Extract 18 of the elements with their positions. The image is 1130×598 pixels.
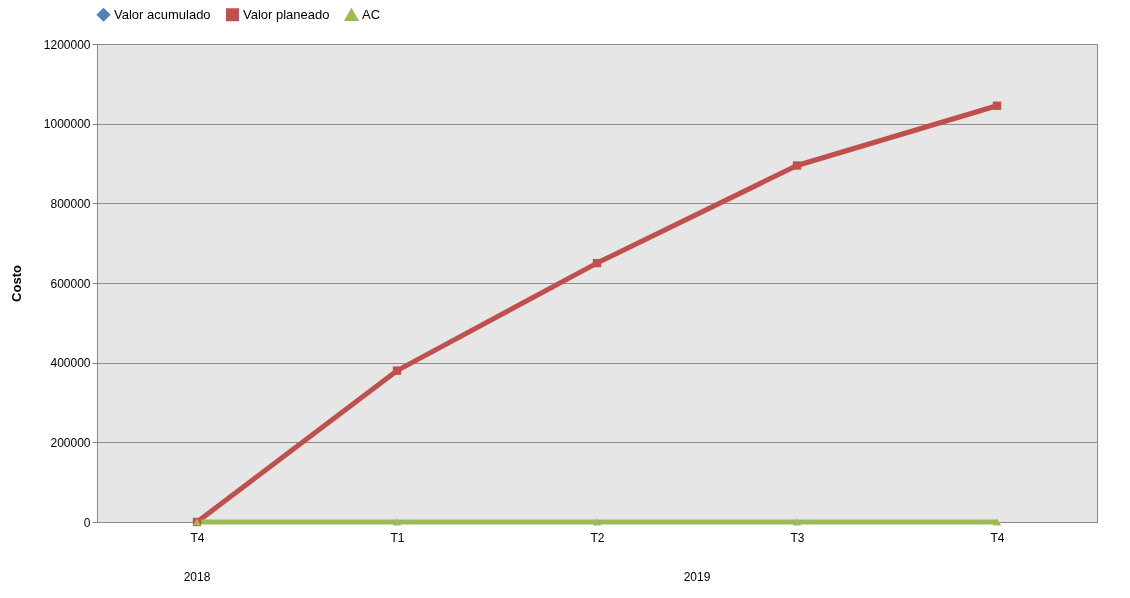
x-tick-label: T1 <box>390 530 405 545</box>
text: 2019 <box>683 570 711 584</box>
y-tick-label: 1000000 <box>43 117 91 132</box>
y-tick-label: 1200000 <box>43 37 91 52</box>
x-tick-label: T4 <box>990 530 1005 545</box>
y-tick-label: 400000 <box>50 356 91 371</box>
y-tick-label: 800000 <box>50 196 91 211</box>
text: 2018 <box>183 570 211 584</box>
x-tick-label: T4 <box>190 530 205 545</box>
y-tick-label: 200000 <box>50 435 91 450</box>
x-tick-label: T3 <box>790 530 805 545</box>
legend-label: Valor planeado <box>243 6 330 22</box>
legend-label: AC <box>362 7 381 23</box>
legend-label: Valor acumulado <box>114 6 211 22</box>
y-axis-title: Costo <box>8 265 24 302</box>
x-tick-label: T2 <box>590 530 605 545</box>
y-tick-label: 0 <box>83 515 91 530</box>
y-tick-label: 600000 <box>50 276 91 291</box>
